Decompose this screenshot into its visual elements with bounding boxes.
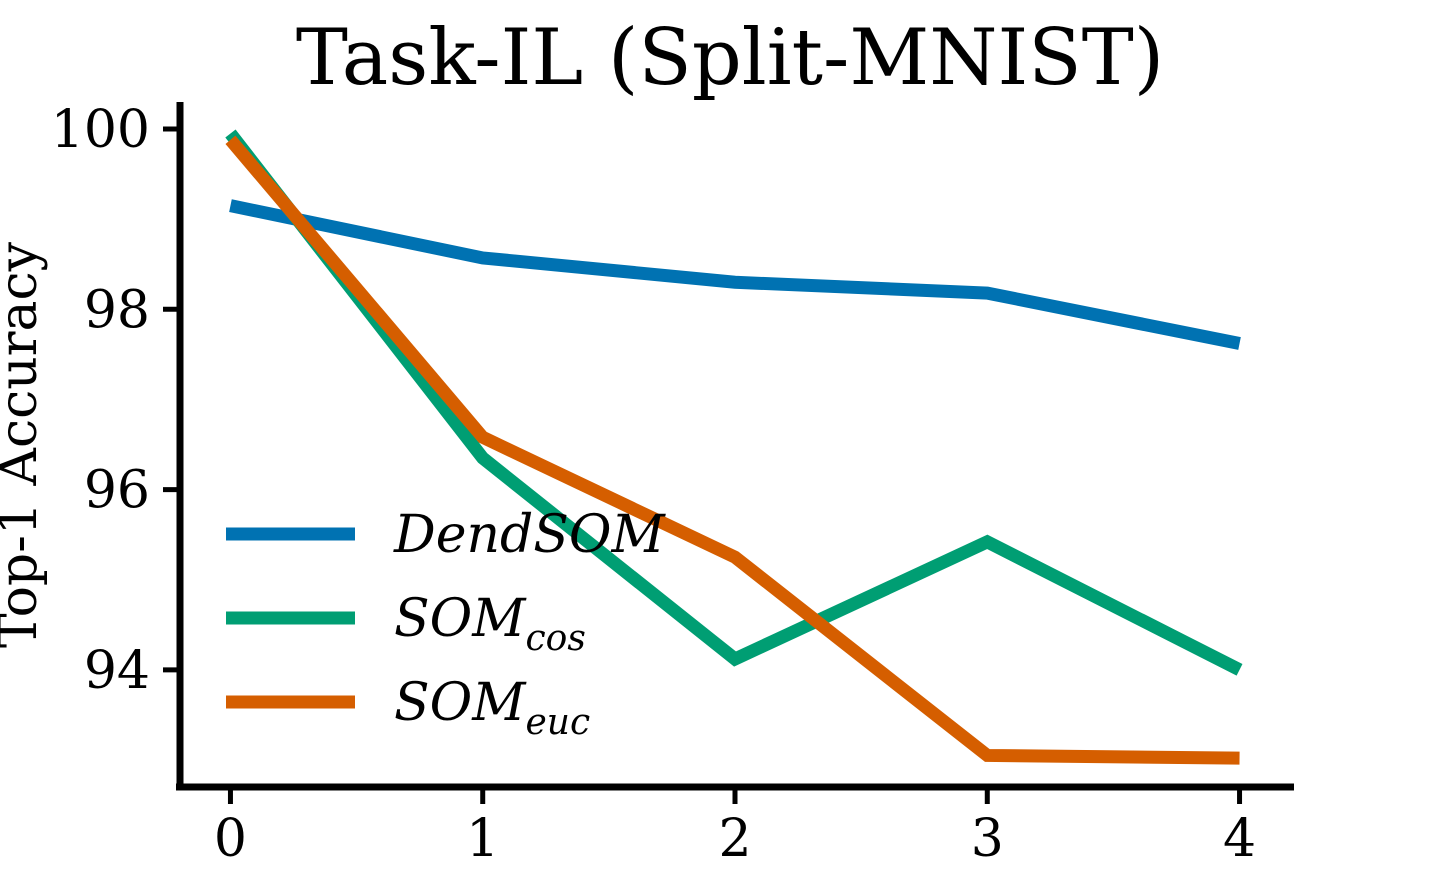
legend: DendSOM SOMcos SOMeuc bbox=[226, 505, 666, 743]
x-tick-label: 3 bbox=[971, 809, 1004, 869]
y-axis-label: Top-1 Accuracy bbox=[0, 241, 49, 648]
series-layer bbox=[225, 129, 1243, 765]
y-tick-label: 96 bbox=[84, 461, 150, 521]
legend-label-somcos: SOMcos bbox=[394, 589, 586, 659]
x-tick-label: 1 bbox=[466, 809, 499, 869]
x-tick-label: 2 bbox=[718, 809, 751, 869]
legend-label-dendsom: DendSOM bbox=[393, 505, 666, 565]
y-tick-label: 100 bbox=[51, 100, 150, 160]
chart-title: Task-IL (Split-MNIST) bbox=[296, 13, 1164, 103]
ticks: 0 1 2 3 4 94 96 98 100 bbox=[51, 100, 1256, 869]
x-tick-label: 4 bbox=[1223, 809, 1256, 869]
series-line-someuc bbox=[225, 135, 1240, 765]
x-tick-label: 0 bbox=[214, 809, 247, 869]
y-tick-label: 98 bbox=[84, 280, 150, 340]
axes bbox=[176, 102, 1294, 791]
y-tick-label: 94 bbox=[84, 641, 150, 701]
series-line-dendsom bbox=[229, 199, 1241, 350]
series-line-somcos bbox=[225, 129, 1243, 676]
legend-label-someuc: SOMeuc bbox=[394, 673, 590, 743]
